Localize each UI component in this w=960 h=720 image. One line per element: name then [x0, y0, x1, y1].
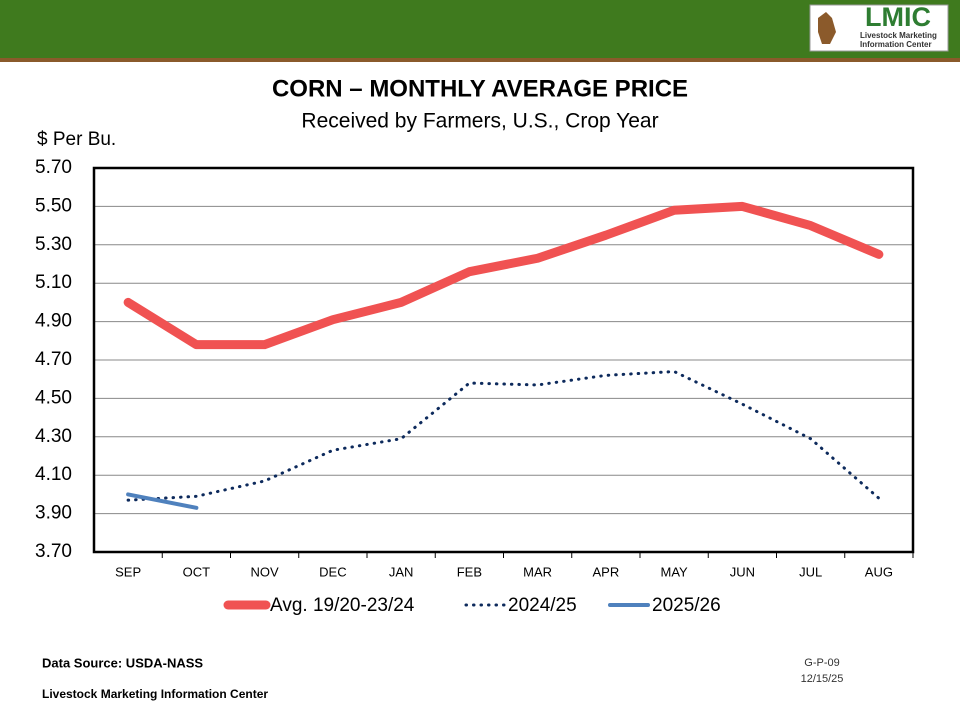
logo-line: Livestock Marketing [860, 31, 937, 40]
date-note: 12/15/25 [801, 673, 844, 685]
header-band [0, 0, 960, 58]
x-tick-label: JUL [799, 564, 822, 579]
y-tick-label: 4.10 [35, 464, 72, 485]
logo-text: LMIC [865, 2, 931, 32]
y-tick-label: 5.50 [35, 195, 72, 216]
chart-title: CORN – MONTHLY AVERAGE PRICE [272, 75, 688, 102]
y-tick-label: 4.90 [35, 311, 72, 332]
y-tick-label: 5.30 [35, 234, 72, 255]
series-line [126, 370, 881, 502]
x-tick-label: MAR [523, 564, 552, 579]
org-note: Livestock Marketing Information Center [42, 687, 268, 701]
x-tick-label: APR [593, 564, 620, 579]
x-tick-label: OCT [183, 564, 211, 579]
logo-line: Information Center [860, 40, 932, 49]
y-tick-label: 4.50 [35, 387, 72, 408]
y-tick-label: 4.70 [35, 349, 72, 370]
legend-label: 2025/26 [652, 595, 721, 616]
series-line [123, 201, 884, 350]
logo-icon [818, 12, 836, 44]
header-rule [0, 58, 960, 62]
legend-label: 2024/25 [508, 595, 577, 616]
series-line [126, 492, 199, 510]
y-tick-label: 3.70 [35, 541, 72, 562]
x-tick-label: MAY [661, 564, 689, 579]
x-tick-label: AUG [865, 564, 893, 579]
chart-subtitle: Received by Farmers, U.S., Crop Year [301, 110, 658, 133]
x-tick-label: NOV [251, 564, 280, 579]
x-tick-label: DEC [319, 564, 346, 579]
y-tick-label: 5.10 [35, 272, 72, 293]
x-tick-label: SEP [115, 564, 141, 579]
x-tick-label: FEB [457, 564, 482, 579]
y-tick-label: 4.30 [35, 426, 72, 447]
source-note: Data Source: USDA-NASS [42, 655, 203, 670]
x-tick-label: JAN [389, 564, 414, 579]
y-tick-label: 5.70 [35, 157, 72, 178]
y-tick-label: 3.90 [35, 503, 72, 524]
x-tick-label: JUN [730, 564, 755, 579]
legend-label: Avg. 19/20-23/24 [270, 595, 415, 616]
y-axis-label: $ Per Bu. [37, 129, 116, 150]
code-note: G-P-09 [804, 657, 839, 669]
